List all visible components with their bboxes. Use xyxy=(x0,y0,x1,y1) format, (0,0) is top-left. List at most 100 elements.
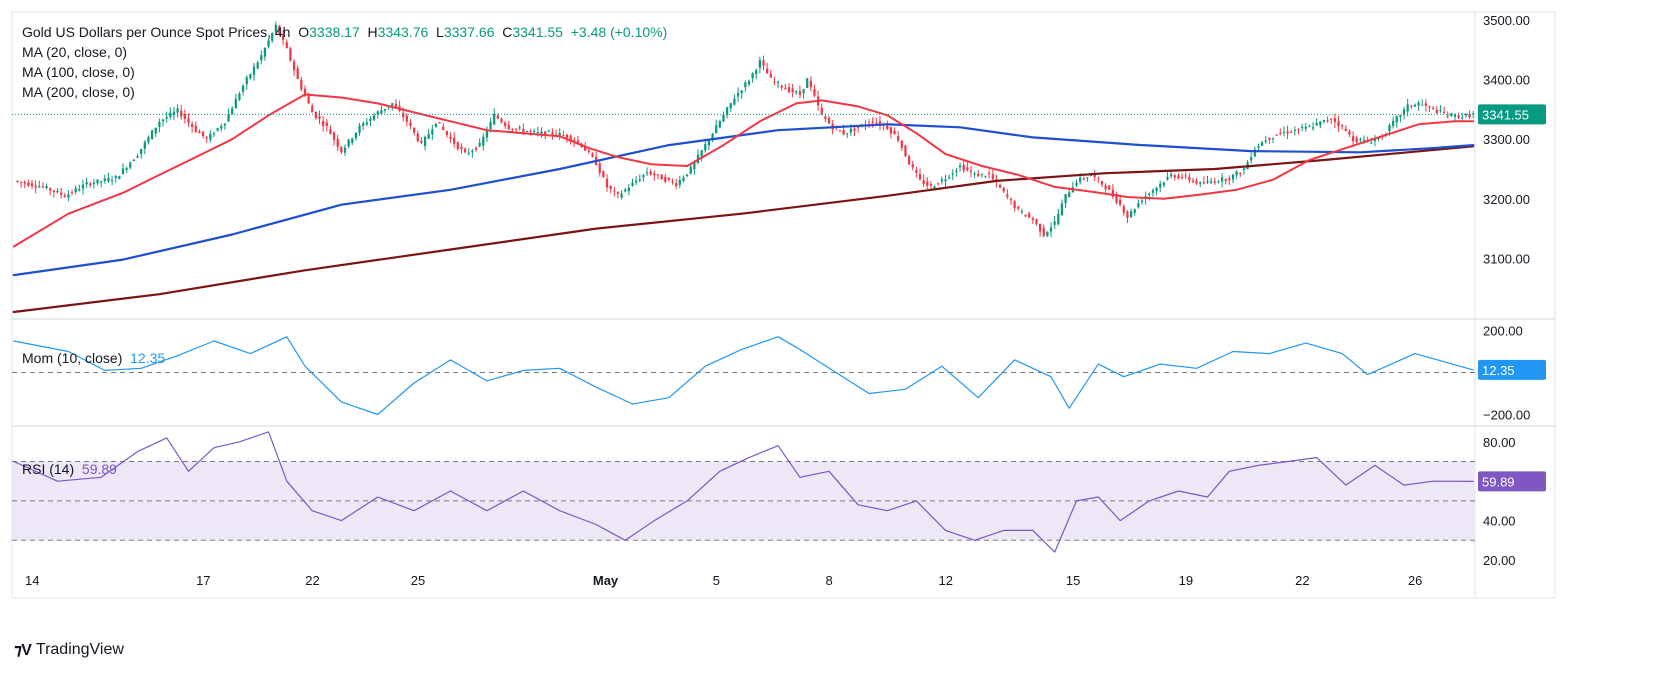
price-tick-4: 3100.00 xyxy=(1483,251,1530,266)
candle-body xyxy=(1271,138,1275,140)
candle-body xyxy=(1428,106,1431,108)
candle-body xyxy=(784,88,787,90)
momentum-legend[interactable]: Mom (10, close) 12.35 xyxy=(22,348,165,368)
high-value: 3343.76 xyxy=(377,24,429,40)
candle-body xyxy=(1344,128,1347,132)
candle-body xyxy=(322,120,325,126)
last-price-label: 3341.55 xyxy=(1482,107,1529,122)
candle-body xyxy=(1184,175,1187,177)
candle-body xyxy=(522,129,525,132)
candle-body xyxy=(1177,175,1180,179)
candle-body xyxy=(678,179,681,185)
candle-body xyxy=(271,33,274,41)
ma20-legend[interactable]: MA (20, close, 0) xyxy=(22,44,128,60)
tradingview-brand[interactable]: ⁊V TradingView xyxy=(14,640,124,660)
x-tick-7: 12 xyxy=(938,573,952,588)
candle-body xyxy=(1122,206,1125,213)
candle-body xyxy=(667,177,671,180)
candle-body xyxy=(584,145,587,151)
candle-body xyxy=(467,152,470,154)
candle-body xyxy=(736,93,740,97)
candle-body xyxy=(434,123,438,127)
candle-body xyxy=(707,140,711,146)
candle-body xyxy=(1188,176,1191,181)
candle-body xyxy=(998,184,1002,188)
candle-body xyxy=(602,171,605,177)
candle-body xyxy=(1100,181,1104,185)
candle-body xyxy=(984,176,987,178)
candle-body xyxy=(1064,194,1067,204)
x-tick-0: 14 xyxy=(25,573,39,588)
candle-body xyxy=(795,91,798,93)
candle-body xyxy=(1450,113,1453,117)
candle-body xyxy=(973,173,976,175)
rsi-label: RSI (14) xyxy=(22,461,75,477)
candle-body xyxy=(1035,219,1038,224)
candle-body xyxy=(631,182,634,186)
candle-body xyxy=(857,127,860,129)
candle-body xyxy=(536,132,540,134)
candle-body xyxy=(402,113,405,118)
candle-body xyxy=(1333,118,1337,123)
candle-body xyxy=(962,164,965,171)
candle-body xyxy=(223,123,227,126)
candle-body xyxy=(56,190,59,193)
candle-body xyxy=(416,133,419,142)
candle-body xyxy=(132,159,136,161)
candle-body xyxy=(340,146,343,153)
candle-body xyxy=(347,139,350,147)
candle-body xyxy=(573,139,576,142)
candle-body xyxy=(1439,110,1442,112)
candle-body xyxy=(576,140,580,143)
ma200-legend[interactable]: MA (200, close, 0) xyxy=(22,84,135,100)
x-tick-8: 15 xyxy=(1066,573,1080,588)
candle-body xyxy=(172,111,176,115)
candle-body xyxy=(1038,223,1042,232)
candle-body xyxy=(354,132,358,139)
candle-body xyxy=(365,122,368,125)
candle-body xyxy=(118,176,121,180)
candle-body xyxy=(1009,198,1013,201)
candle-body xyxy=(383,108,387,111)
candle-body xyxy=(871,121,874,124)
candle-body xyxy=(1268,137,1271,140)
candle-body xyxy=(314,111,318,118)
candle-body xyxy=(1151,190,1155,193)
candle-body xyxy=(635,180,638,183)
candle-body xyxy=(838,130,842,132)
low-value: 3337.66 xyxy=(443,24,495,40)
candle-body xyxy=(1126,211,1129,218)
candle-body xyxy=(1341,125,1344,127)
rsi-tick-2: 40.00 xyxy=(1483,514,1516,529)
rsi-last-tag xyxy=(1478,471,1546,492)
candle-body xyxy=(311,105,314,113)
candle-body xyxy=(525,131,529,133)
candle-body xyxy=(1082,178,1085,180)
candle-body xyxy=(911,164,914,168)
candle-body xyxy=(1231,174,1235,180)
candle-body xyxy=(540,131,543,134)
candle-body xyxy=(1235,171,1238,176)
candle-body xyxy=(660,174,663,180)
candle-body xyxy=(562,134,565,136)
ma100-legend[interactable]: MA (100, close, 0) xyxy=(22,64,135,80)
candle-body xyxy=(1253,149,1256,157)
price-tick-0: 3500.00 xyxy=(1483,13,1530,28)
ma200-line xyxy=(12,145,1475,314)
candle-body xyxy=(955,170,958,173)
rsi-legend[interactable]: RSI (14) 59.89 xyxy=(22,459,117,479)
candle-body xyxy=(1173,175,1176,178)
candle-body xyxy=(653,173,656,176)
candle-body xyxy=(300,79,303,90)
candle-body xyxy=(1304,126,1307,129)
candle-body xyxy=(893,130,896,135)
candle-body xyxy=(1257,146,1260,148)
candle-body xyxy=(704,144,707,151)
chart-frame xyxy=(11,11,1556,599)
close-value: 3341.55 xyxy=(512,24,563,40)
candle-body xyxy=(1279,133,1282,135)
candle-body xyxy=(303,88,307,96)
candle-body xyxy=(496,115,499,119)
candle-body xyxy=(1275,134,1278,136)
